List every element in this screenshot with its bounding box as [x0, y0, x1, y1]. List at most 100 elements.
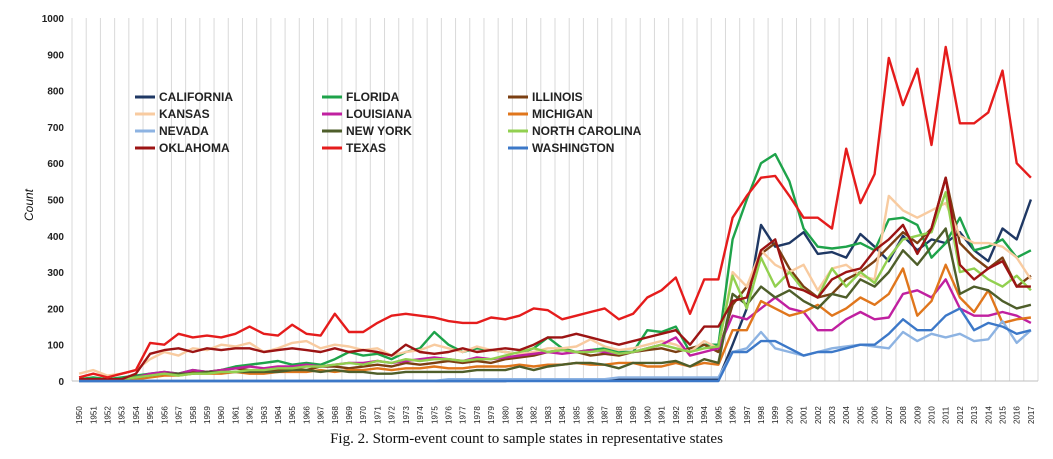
y-tick-label: 400	[47, 232, 64, 243]
x-tick-label: 1962	[246, 406, 255, 424]
figure-caption: Fig. 2. Storm-event count to sample stat…	[330, 431, 723, 447]
x-tick-label: 2002	[814, 406, 823, 424]
legend-label: ILLINOIS	[532, 90, 583, 104]
legend-item: MICHIGAN	[508, 107, 593, 121]
x-tick-label: 1960	[217, 406, 226, 424]
x-tick-label: 1952	[104, 406, 113, 424]
series-lines	[78, 45, 1033, 383]
x-tick-label: 1993	[686, 406, 695, 424]
x-tick-label: 1966	[302, 406, 311, 424]
x-tick-label: 1996	[729, 406, 738, 424]
legend-label: FLORIDA	[346, 90, 400, 104]
legend-item: NEW YORK	[322, 124, 412, 138]
x-tick-label: 2009	[913, 406, 922, 424]
x-tick-label: 1967	[317, 406, 326, 424]
x-tick-label: 1986	[587, 406, 596, 424]
x-tick-label: 1992	[672, 406, 681, 424]
x-tick-label: 2016	[1013, 406, 1022, 424]
x-tick-label: 2000	[785, 406, 794, 424]
x-tick-label: 1981	[515, 406, 524, 424]
series-line-washington	[79, 307, 1032, 383]
x-tick-label: 2007	[885, 406, 894, 424]
legend-item: KANSAS	[135, 107, 210, 121]
x-tick-label: 1985	[572, 406, 581, 424]
legend-item: OKLAHOMA	[135, 141, 230, 155]
legend-label: KANSAS	[159, 107, 210, 121]
x-tick-label: 2017	[1027, 406, 1036, 424]
x-tick-label: 2004	[842, 406, 851, 424]
series-line-louisiana	[79, 278, 1032, 381]
x-tick-label: 1997	[743, 406, 752, 424]
y-axis: 0 100 200 300 400 500 600 700 800 900 1000	[42, 14, 65, 388]
x-tick-label: 1989	[629, 406, 638, 424]
x-tick-label: 1977	[459, 406, 468, 424]
y-tick-label: 200	[47, 304, 64, 315]
x-tick-label: 1979	[487, 406, 496, 424]
series-line-north-carolina	[79, 191, 1032, 381]
x-tick-label: 1953	[118, 406, 127, 424]
x-tick-label: 1958	[189, 406, 198, 424]
legend-item: LOUISIANA	[322, 107, 412, 121]
legend-label: CALIFORNIA	[159, 90, 233, 104]
y-tick-label: 100	[47, 341, 64, 352]
x-tick-label: 1970	[359, 406, 368, 424]
legend-label: TEXAS	[346, 141, 386, 155]
series-line-kansas	[78, 194, 1032, 377]
x-tick-label: 2008	[899, 406, 908, 424]
y-tick-label: 900	[47, 50, 64, 61]
x-tick-label: 2014	[984, 406, 993, 424]
x-tick-label: 1973	[402, 406, 411, 424]
x-tick-label: 2006	[871, 406, 880, 424]
series-line-texas	[78, 45, 1032, 379]
legend: CALIFORNIA FLORIDA ILLINOIS KANSAS LOUISIANA…	[135, 90, 642, 155]
y-tick-label: 600	[47, 159, 64, 170]
x-tick-label: 2001	[800, 406, 809, 424]
x-tick-label: 1980	[501, 406, 510, 424]
x-tick-label: 1954	[132, 406, 141, 424]
x-tick-label: 2015	[998, 406, 1007, 424]
y-tick-label: 800	[47, 87, 64, 98]
legend-label: MICHIGAN	[532, 107, 593, 121]
legend-item: FLORIDA	[322, 90, 400, 104]
legend-item: NEVADA	[135, 124, 209, 138]
legend-label: NEVADA	[159, 124, 209, 138]
y-tick-label: 0	[58, 377, 64, 388]
x-tick-label: 1961	[231, 406, 240, 424]
x-tick-label: 1968	[331, 406, 340, 424]
series-line-florida	[78, 152, 1032, 381]
x-tick-label: 1998	[757, 406, 766, 424]
x-tick-label: 1963	[260, 406, 269, 424]
y-tick-label: 1000	[42, 14, 65, 25]
x-tick-label: 1975	[430, 406, 439, 424]
x-tick-label: 1956	[160, 406, 169, 424]
x-tick-label: 1972	[388, 406, 397, 424]
x-tick-label: 2003	[828, 406, 837, 424]
y-tick-label: 300	[47, 268, 64, 279]
legend-item: TEXAS	[322, 141, 386, 155]
x-tick-label: 1971	[373, 406, 382, 424]
legend-label: LOUISIANA	[346, 107, 412, 121]
legend-item: ILLINOIS	[508, 90, 583, 104]
x-tick-label: 1984	[558, 406, 567, 424]
x-tick-label: 2013	[970, 406, 979, 424]
y-tick-label: 500	[47, 196, 64, 207]
legend-label: NORTH CAROLINA	[532, 124, 642, 138]
legend-label: OKLAHOMA	[159, 141, 230, 155]
x-tick-label: 1964	[274, 406, 283, 424]
x-tick-label: 2012	[956, 406, 965, 424]
x-tick-label: 1978	[473, 406, 482, 424]
legend-label: NEW YORK	[346, 124, 412, 138]
x-tick-label: 1951	[89, 406, 98, 424]
x-tick-label: 1987	[601, 406, 610, 424]
x-tick-label: 1995	[714, 406, 723, 424]
x-tick-label: 1955	[146, 406, 155, 424]
x-tick-label: 1969	[345, 406, 354, 424]
series-line-oklahoma	[79, 176, 1031, 381]
x-tick-label: 1950	[75, 406, 84, 424]
x-tick-label: 1957	[175, 406, 184, 424]
x-tick-label: 1988	[615, 406, 624, 424]
x-tick-label: 1965	[288, 406, 297, 424]
y-axis-label: Count	[22, 188, 36, 221]
x-tick-label: 1991	[658, 406, 667, 424]
